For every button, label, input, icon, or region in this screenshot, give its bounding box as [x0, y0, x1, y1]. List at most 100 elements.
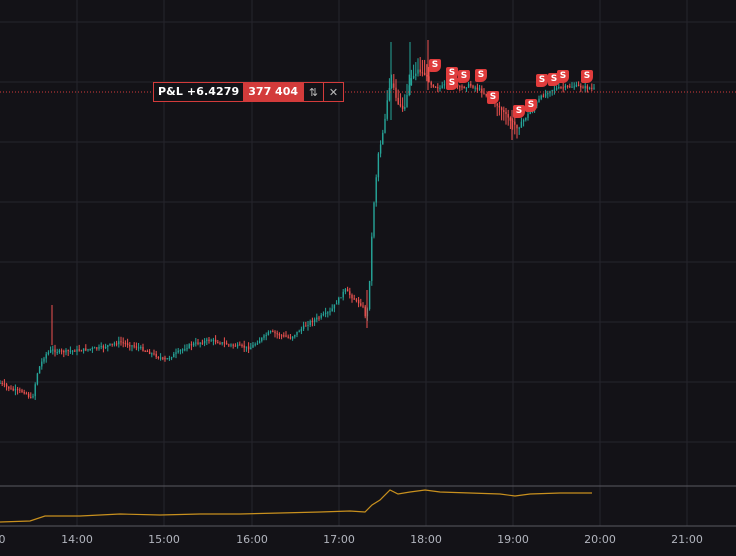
- sell-marker[interactable]: S: [557, 70, 569, 83]
- candle-body: [324, 312, 327, 315]
- sell-marker[interactable]: S: [429, 59, 441, 72]
- sell-marker[interactable]: S: [475, 69, 487, 82]
- candle-body: [511, 120, 514, 122]
- position-pl-badge[interactable]: P&L +6.4279 377 404 ⇅ ✕: [153, 82, 345, 102]
- candle-body: [49, 350, 52, 353]
- candle-body: [82, 348, 85, 351]
- candle-body: [432, 84, 435, 87]
- candle-body: [104, 346, 107, 348]
- candle-body: [96, 347, 98, 349]
- candle-body: [395, 87, 397, 98]
- candle-body: [135, 346, 138, 348]
- candle-body: [63, 350, 65, 353]
- candle-body: [349, 291, 351, 295]
- candle-body: [1, 382, 3, 384]
- chart-grid: [0, 0, 736, 526]
- candle-body: [375, 177, 377, 203]
- candle-body: [3, 383, 6, 385]
- time-axis-label: 20:00: [584, 533, 616, 546]
- candle-body: [527, 113, 529, 118]
- candle-body: [322, 314, 325, 316]
- candle-body: [144, 350, 146, 352]
- candle-body: [357, 299, 360, 304]
- candle-body: [278, 334, 281, 336]
- candle-body: [74, 350, 76, 352]
- candle-body: [437, 87, 439, 89]
- up-down-arrows-icon[interactable]: ⇅: [303, 83, 323, 101]
- candle-body: [234, 345, 237, 347]
- time-axis-label: 18:00: [410, 533, 442, 546]
- candle-body: [217, 342, 219, 344]
- candle-body: [247, 346, 250, 350]
- time-axis-label: 19:00: [497, 533, 529, 546]
- candle-body: [388, 87, 391, 101]
- close-icon[interactable]: ✕: [323, 83, 343, 101]
- candle-body: [184, 349, 186, 351]
- candle-body: [294, 334, 296, 337]
- candle-body: [474, 87, 476, 89]
- candle-body: [340, 297, 342, 299]
- sell-marker[interactable]: S: [581, 70, 593, 83]
- candle-body: [496, 103, 498, 106]
- candle-body: [168, 358, 171, 360]
- candle-body: [157, 356, 160, 358]
- candle-body: [498, 105, 501, 108]
- candle-body: [111, 343, 113, 345]
- candle-body: [476, 87, 479, 90]
- candle-body: [87, 349, 89, 351]
- candle-body: [478, 88, 481, 90]
- candle-body: [159, 357, 162, 359]
- candle-body: [525, 117, 527, 120]
- candle-body: [434, 86, 437, 88]
- candle-body: [153, 353, 155, 355]
- candle-body: [518, 127, 520, 129]
- candle-body: [173, 353, 175, 358]
- candle-body: [285, 335, 287, 337]
- candle-body: [386, 100, 388, 119]
- candle-body: [142, 347, 144, 351]
- candle-body: [43, 358, 45, 362]
- candle-body: [566, 85, 569, 87]
- candle-body: [14, 389, 17, 391]
- candle-body: [575, 84, 578, 87]
- candle-body: [426, 75, 428, 77]
- candle-body: [415, 73, 417, 76]
- candle-body: [91, 347, 94, 349]
- candle-body: [190, 344, 193, 346]
- sell-marker[interactable]: S: [525, 99, 537, 112]
- candle-body: [382, 132, 384, 145]
- candle-body: [162, 357, 164, 359]
- candle-body: [327, 312, 329, 314]
- candle-body: [296, 331, 298, 335]
- candle-body: [265, 335, 267, 337]
- sell-marker[interactable]: S: [458, 70, 470, 83]
- candle-body: [538, 98, 540, 103]
- candle-body: [181, 349, 184, 351]
- candle-body: [261, 337, 263, 341]
- candle-body: [467, 84, 470, 88]
- candle-body: [472, 85, 474, 88]
- candle-body: [577, 84, 580, 86]
- sell-marker[interactable]: S: [446, 67, 458, 80]
- sell-marker[interactable]: S: [513, 105, 525, 118]
- candle-body: [555, 88, 558, 90]
- candle-body: [276, 333, 278, 335]
- sell-marker[interactable]: S: [487, 91, 499, 104]
- candle-body: [12, 388, 14, 391]
- candle-body: [351, 294, 353, 299]
- candle-body: [355, 299, 358, 301]
- time-axis-label: 21:00: [671, 533, 703, 546]
- candle-body: [329, 311, 331, 313]
- candle-body: [58, 350, 61, 353]
- sell-marker[interactable]: S: [446, 77, 458, 90]
- sell-marker[interactable]: S: [536, 74, 548, 87]
- candle-body: [368, 280, 371, 310]
- candle-body: [514, 121, 516, 125]
- candle-body: [124, 342, 127, 344]
- time-axis-label: 15:00: [148, 533, 180, 546]
- candle-body: [133, 345, 135, 347]
- candle-body: [333, 304, 336, 309]
- candle-body: [122, 342, 124, 344]
- candle-body: [399, 104, 402, 106]
